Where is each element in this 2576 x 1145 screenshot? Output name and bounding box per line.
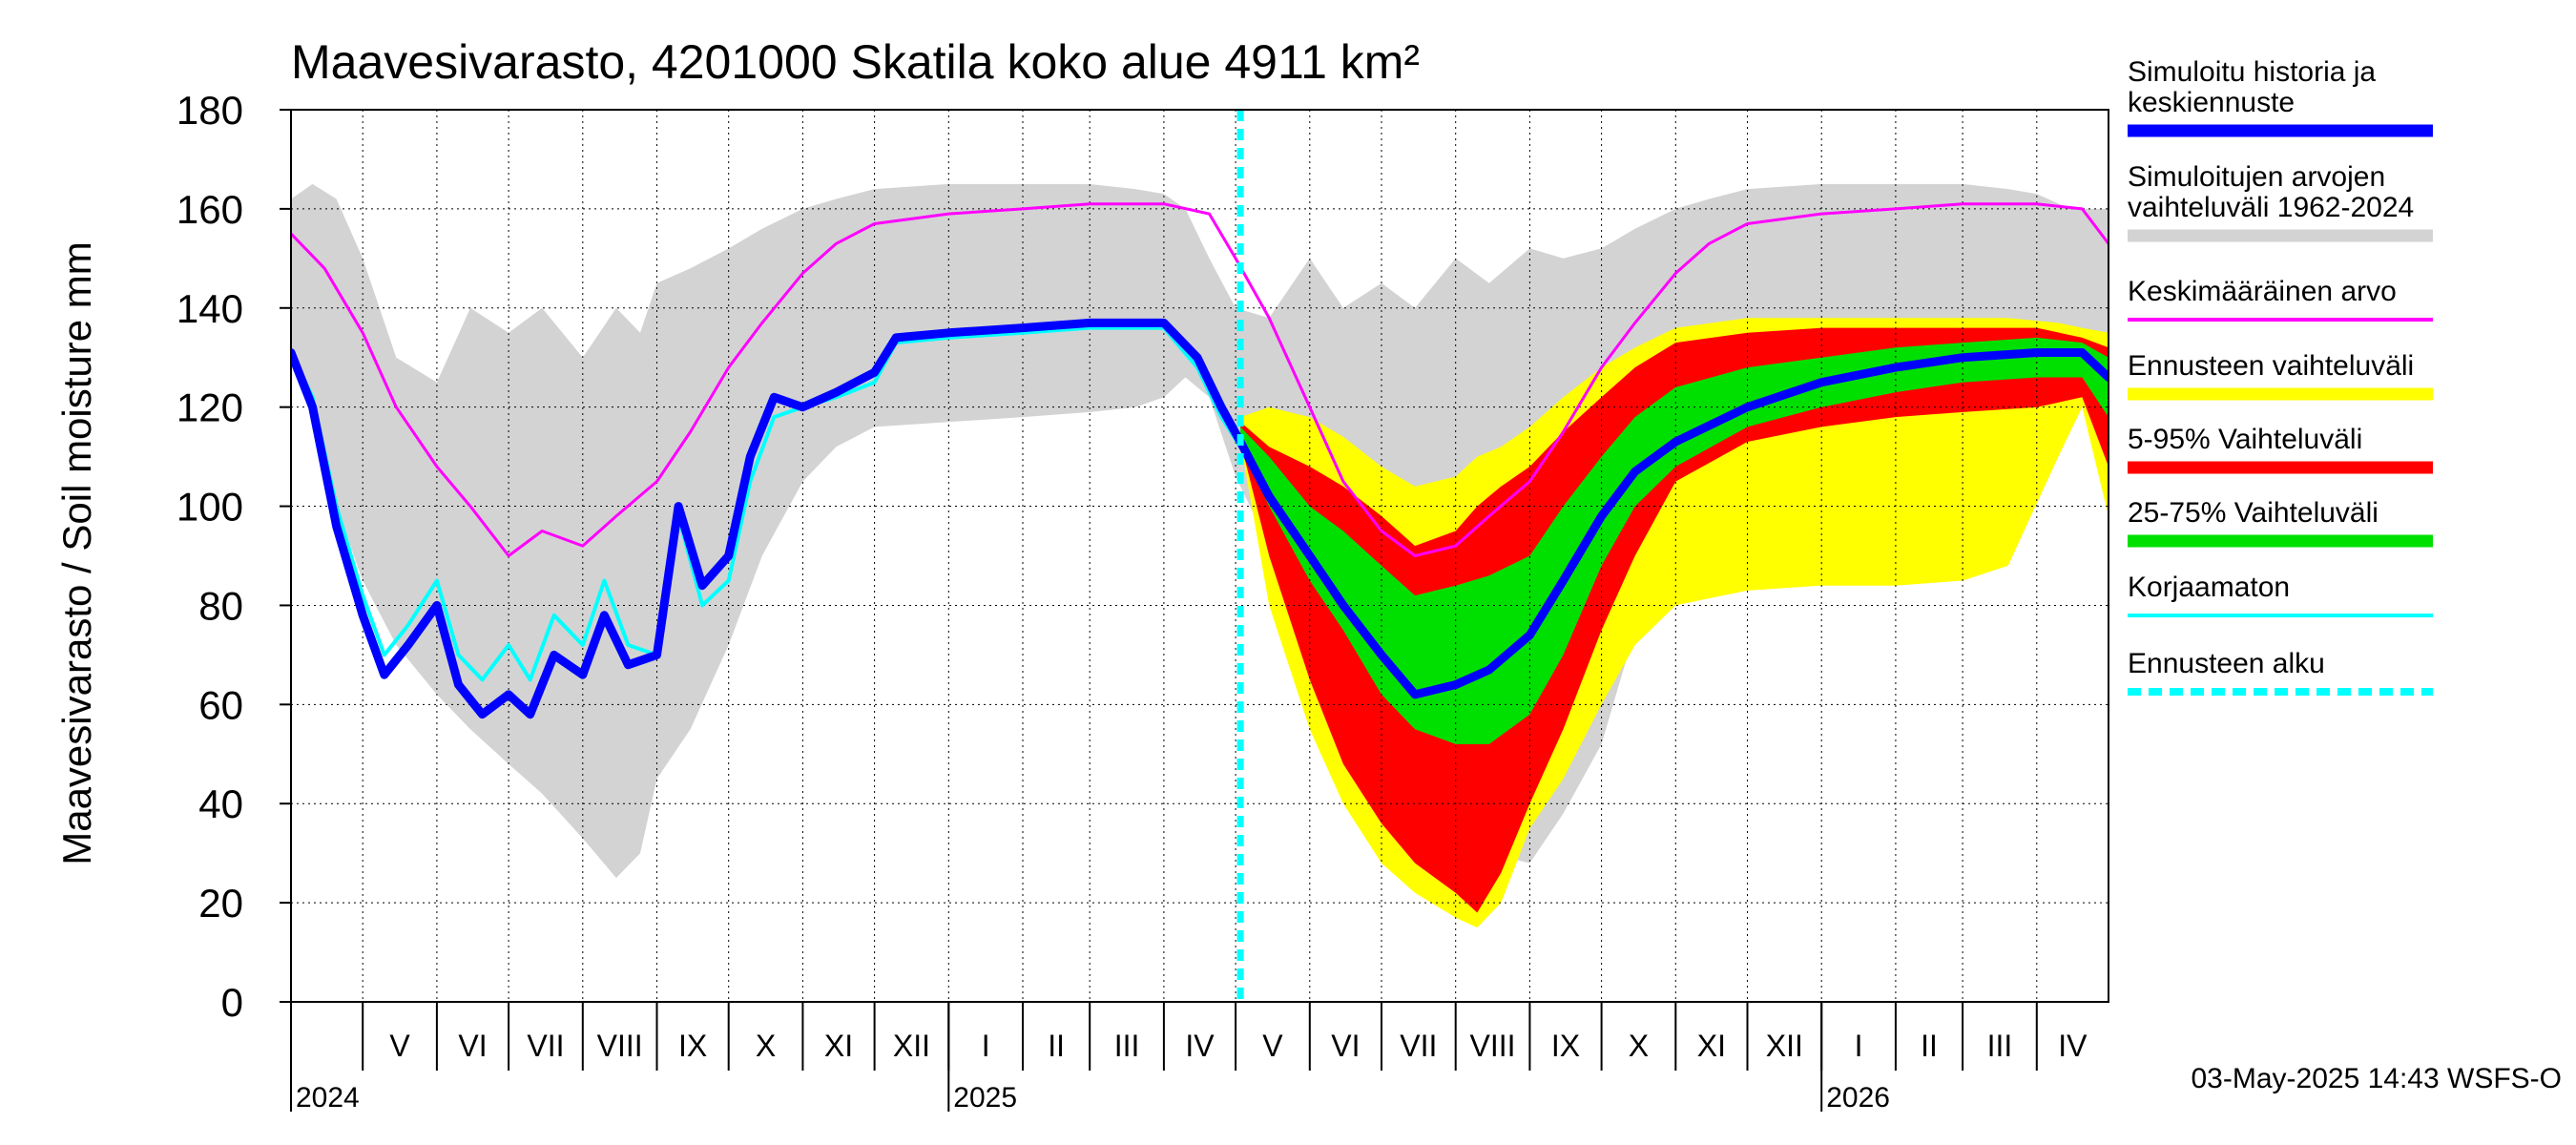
month-label: I <box>1855 1029 1863 1063</box>
year-label: 2025 <box>953 1082 1017 1114</box>
y-tick-label: 140 <box>177 286 243 331</box>
month-label: IV <box>1185 1029 1215 1063</box>
band-5-95-vaihteluvali <box>1240 327 2109 913</box>
month-label: IX <box>1551 1029 1580 1063</box>
legend-label: keskiennuste <box>2128 87 2295 118</box>
y-tick-label: 0 <box>221 980 243 1025</box>
month-label: II <box>1921 1029 1938 1063</box>
band-25-75-vaihteluvali <box>1240 337 2109 744</box>
y-tick-label: 60 <box>198 682 243 727</box>
legend-label: vaihteluväli 1962-2024 <box>2128 192 2414 223</box>
y-tick-label: 100 <box>177 485 243 530</box>
month-label: VI <box>458 1029 487 1063</box>
month-label: III <box>1987 1029 2013 1063</box>
month-label: VII <box>1400 1029 1437 1063</box>
legend-label: Simuloitu historia ja <box>2128 56 2376 88</box>
chart-title: Maavesivarasto, 4201000 Skatila koko alu… <box>291 35 1420 89</box>
month-label: VI <box>1331 1029 1360 1063</box>
month-label: X <box>1629 1029 1649 1063</box>
month-label: VIII <box>1470 1029 1516 1063</box>
month-label: XI <box>1697 1029 1726 1063</box>
legend-label: Korjaamaton <box>2128 572 2290 603</box>
line-layer <box>291 110 2109 1002</box>
month-label: V <box>1262 1029 1283 1063</box>
y-tick-label: 80 <box>198 583 243 628</box>
month-label: III <box>1114 1029 1140 1063</box>
legend-label: Ennusteen vaihteluväli <box>2128 350 2414 382</box>
month-label: IX <box>678 1029 707 1063</box>
footer-timestamp: 03-May-2025 14:43 WSFS-O <box>2192 1063 2563 1094</box>
year-label: 2024 <box>296 1082 360 1114</box>
month-label: XII <box>1766 1029 1803 1063</box>
y-tick-label: 40 <box>198 781 243 826</box>
month-label: XI <box>824 1029 853 1063</box>
month-label: I <box>982 1029 990 1063</box>
y-tick-label: 180 <box>177 88 243 133</box>
month-label: VIII <box>597 1029 643 1063</box>
month-label: IV <box>2058 1029 2088 1063</box>
plot-frame <box>290 109 2109 1003</box>
month-label: XII <box>893 1029 930 1063</box>
series-line-simuloitu-historia-ja-keskiennuste <box>291 318 2109 719</box>
band-layer <box>291 183 2109 928</box>
month-label: X <box>756 1029 776 1063</box>
legend-label: Ennusteen alku <box>2128 648 2325 679</box>
month-label: V <box>389 1029 410 1063</box>
legend-label: Simuloitujen arvojen <box>2128 161 2385 193</box>
legend-label: 5-95% Vaihteluväli <box>2128 424 2362 455</box>
legend-label: Keskimääräinen arvo <box>2128 276 2397 307</box>
legend-label: 25-75% Vaihteluväli <box>2128 497 2379 529</box>
y-tick-label: 160 <box>177 187 243 232</box>
y-tick-label: 20 <box>198 881 243 926</box>
y-tick-label: 120 <box>177 385 243 430</box>
month-label: VII <box>527 1029 564 1063</box>
series-line-keskimaarainen-arvo <box>291 202 2109 557</box>
month-label: II <box>1048 1029 1065 1063</box>
y-axis-label: Maavesivarasto / Soil moisture mm <box>54 241 99 865</box>
year-label: 2026 <box>1826 1082 1890 1114</box>
